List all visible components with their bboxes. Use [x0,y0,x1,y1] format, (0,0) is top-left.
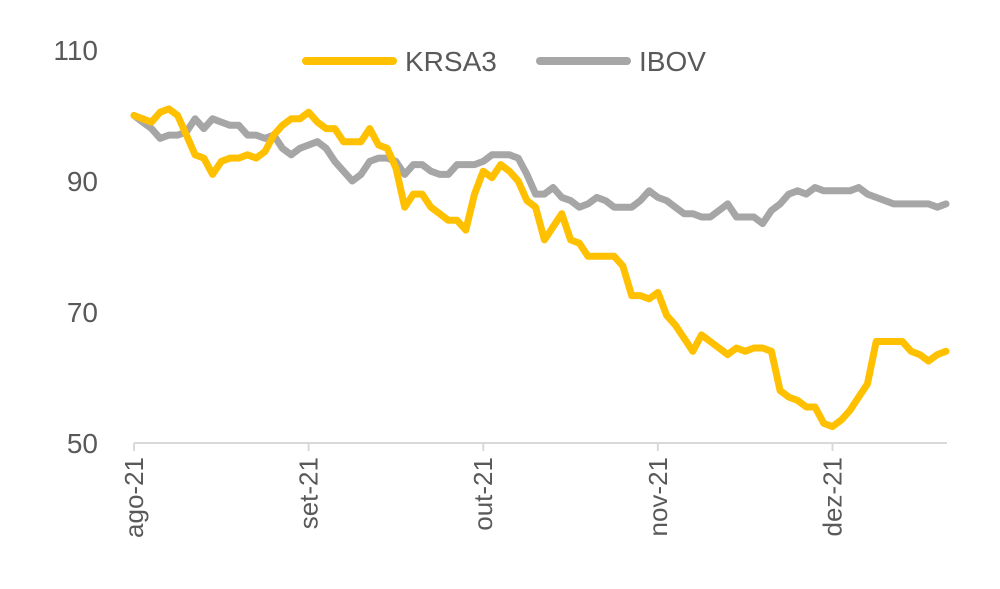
x-tick-label: nov-21 [643,457,673,537]
x-tick-label: set-21 [294,457,324,529]
x-axis: ago-21 set-21 out-21 nov-21 dez-21 [119,442,947,538]
y-axis-tick-labels: 50 70 90 110 [53,35,98,459]
legend-item-ibov: IBOV [536,46,706,77]
legend: KRSA3 IBOV [302,46,706,77]
legend-item-krsa3: KRSA3 [302,46,497,77]
series-line-krsa3 [130,105,950,431]
x-tick-label: ago-21 [119,457,149,538]
x-tick-label: out-21 [468,457,498,531]
series-lines [130,105,950,431]
x-tick-label: dez-21 [817,457,847,537]
y-tick-label: 110 [53,35,98,66]
legend-label: IBOV [639,46,706,77]
legend-label: KRSA3 [405,46,497,77]
y-tick-label: 50 [67,428,98,459]
series-line-ibov [130,112,950,228]
y-tick-label: 90 [67,166,98,197]
y-tick-label: 70 [67,297,98,328]
